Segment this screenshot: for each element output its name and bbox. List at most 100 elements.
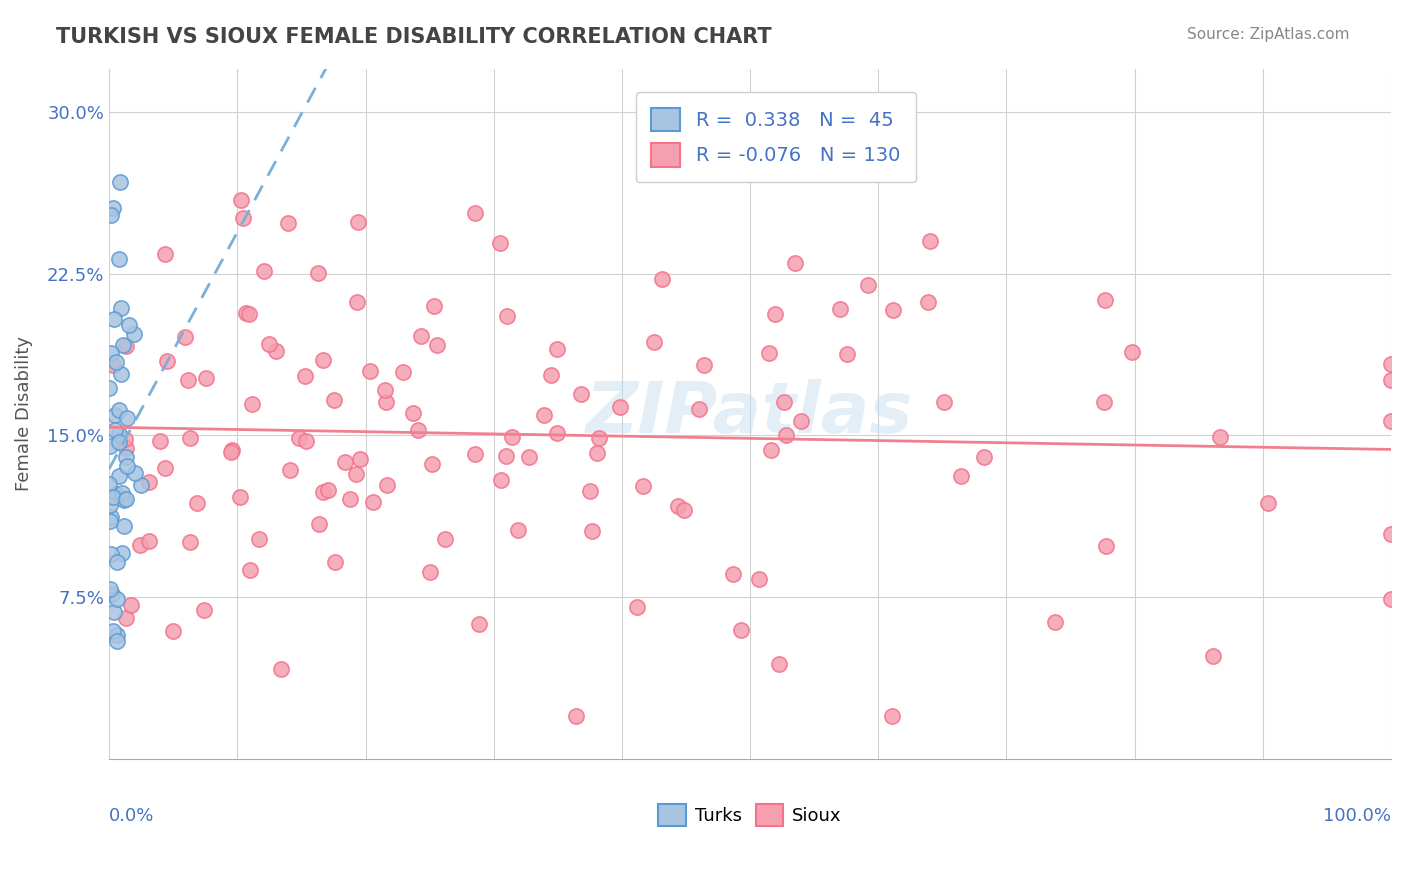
Point xyxy=(101,624,124,638)
Point xyxy=(240,397,263,411)
Point xyxy=(643,335,665,350)
Point xyxy=(375,395,398,409)
Point xyxy=(626,600,648,615)
Point xyxy=(882,709,904,723)
Y-axis label: Female Disability: Female Disability xyxy=(15,336,32,491)
Point xyxy=(98,477,121,491)
Point xyxy=(533,408,555,422)
Point xyxy=(105,555,128,569)
Point xyxy=(110,368,132,382)
Point xyxy=(270,662,292,676)
Point xyxy=(758,346,780,360)
Point xyxy=(277,216,299,230)
Point xyxy=(339,492,361,507)
Point xyxy=(775,428,797,442)
Point xyxy=(359,364,381,378)
Point xyxy=(115,491,138,506)
Point xyxy=(1202,648,1225,663)
Point xyxy=(858,277,880,292)
Point xyxy=(129,538,152,552)
Point xyxy=(423,299,446,313)
Point xyxy=(501,430,523,444)
Point xyxy=(129,477,152,491)
Point xyxy=(114,432,136,446)
Point xyxy=(468,616,491,631)
Point xyxy=(114,339,136,353)
Point xyxy=(1043,615,1066,629)
Point xyxy=(411,329,433,343)
Point xyxy=(174,330,197,344)
Point xyxy=(495,450,517,464)
Point xyxy=(426,338,449,352)
Point xyxy=(1379,357,1402,371)
Point xyxy=(295,434,318,448)
Point xyxy=(115,442,138,456)
Point xyxy=(100,587,122,601)
Point xyxy=(392,365,415,379)
Point xyxy=(1209,430,1232,444)
Point xyxy=(308,517,330,532)
Point xyxy=(1379,526,1402,541)
Point xyxy=(688,401,710,416)
Point xyxy=(100,346,122,360)
Point xyxy=(153,247,176,261)
Point xyxy=(950,469,973,483)
Point xyxy=(235,306,257,320)
Point xyxy=(666,499,689,513)
Point xyxy=(693,358,716,372)
Point xyxy=(307,266,329,280)
Point xyxy=(882,302,904,317)
Point xyxy=(489,473,512,487)
Point xyxy=(103,311,125,326)
Text: TURKISH VS SIOUX FEMALE DISABILITY CORRELATION CHART: TURKISH VS SIOUX FEMALE DISABILITY CORRE… xyxy=(56,27,772,46)
Point xyxy=(153,461,176,475)
Point xyxy=(101,201,124,215)
Point xyxy=(546,342,568,356)
Point xyxy=(464,206,486,220)
Point xyxy=(115,450,138,464)
Point xyxy=(973,450,995,465)
Point xyxy=(98,381,121,395)
Point xyxy=(98,439,121,453)
Text: 100.0%: 100.0% xyxy=(1323,807,1391,825)
Point xyxy=(1257,495,1279,509)
Point xyxy=(104,423,127,437)
Point xyxy=(1379,373,1402,387)
Point xyxy=(631,479,654,493)
Point xyxy=(1094,539,1116,553)
Point xyxy=(229,490,252,504)
Point xyxy=(419,565,441,579)
Point xyxy=(108,468,131,483)
Text: ZIPatlas: ZIPatlas xyxy=(586,379,914,449)
Point xyxy=(112,519,135,533)
Text: 0.0%: 0.0% xyxy=(110,807,155,825)
Point xyxy=(1379,414,1402,428)
Point xyxy=(110,301,132,315)
Point xyxy=(323,555,346,569)
Point xyxy=(374,384,396,398)
Point xyxy=(105,628,128,642)
Point xyxy=(103,358,125,372)
Point xyxy=(790,414,813,428)
Point xyxy=(609,401,631,415)
Point xyxy=(312,485,335,500)
Point xyxy=(101,491,124,505)
Point xyxy=(238,307,260,321)
Point xyxy=(588,431,610,445)
Point xyxy=(103,605,125,619)
Point xyxy=(232,211,254,225)
Legend: Turks, Sioux: Turks, Sioux xyxy=(651,797,849,833)
Point xyxy=(344,467,367,481)
Point xyxy=(100,547,122,561)
Point xyxy=(830,301,852,316)
Point xyxy=(422,457,444,471)
Point xyxy=(346,294,368,309)
Point xyxy=(579,483,602,498)
Text: Source: ZipAtlas.com: Source: ZipAtlas.com xyxy=(1187,27,1350,42)
Point xyxy=(98,582,121,596)
Point xyxy=(162,624,184,639)
Point xyxy=(105,487,128,501)
Point xyxy=(730,623,752,637)
Point xyxy=(112,492,135,507)
Point xyxy=(186,496,208,510)
